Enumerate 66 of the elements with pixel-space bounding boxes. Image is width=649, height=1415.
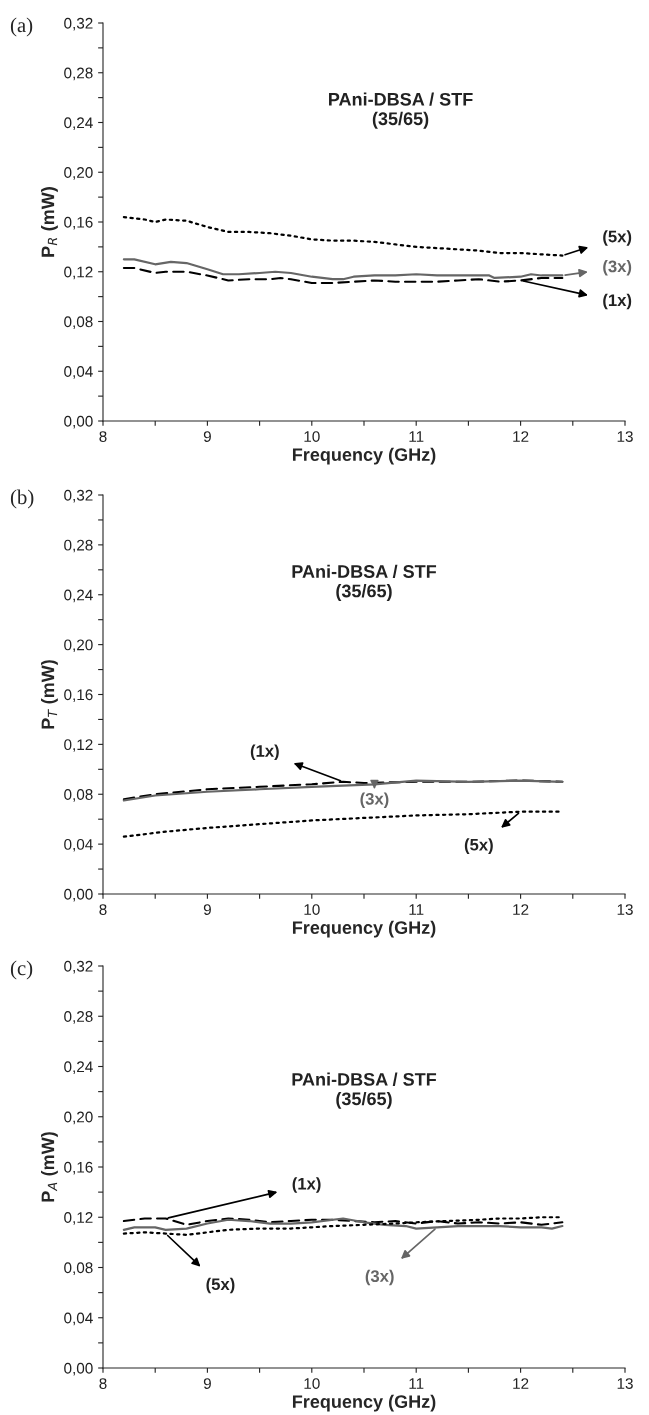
- y-tick-label: 0,12: [64, 1212, 93, 1225]
- y-axis-title: P$_{R}$ (mW): [41, 187, 58, 257]
- x-axis-title: Frequency (GHz): [292, 1394, 436, 1412]
- x-tick-label: 8: [99, 904, 107, 915]
- y-tick-label: 0,00: [64, 888, 93, 902]
- y-tick-label: 0,16: [64, 1161, 93, 1175]
- legend-label: (3x): [603, 260, 632, 276]
- y-tick-label: 0,12: [64, 739, 93, 752]
- x-tick-label: 10: [304, 431, 320, 442]
- x-tick-label: 9: [203, 1378, 211, 1389]
- x-tick-label: 9: [203, 431, 211, 442]
- y-tick-label: 0,12: [64, 266, 93, 280]
- x-tick-label: 10: [304, 904, 320, 915]
- y-tick-label: 0,08: [64, 316, 93, 329]
- legend-label: (5x): [206, 1277, 235, 1294]
- x-tick-label: 13: [617, 1378, 633, 1389]
- text: (c): [10, 960, 33, 980]
- y-tick-label: 0,32: [64, 489, 93, 503]
- x-tick-label: 11: [409, 904, 424, 915]
- y-tick-label: 0,16: [64, 216, 93, 230]
- y-tick-label: 0,20: [64, 639, 93, 653]
- text: PAni-DBSA / STF (35/65): [329, 92, 473, 129]
- y-tick-label: 0,00: [64, 415, 93, 429]
- x-tick-label: 10: [304, 1378, 320, 1389]
- x-tick-label: 11: [409, 1378, 424, 1389]
- y-tick-label: 0,28: [64, 1011, 93, 1024]
- y-tick-label: 0,20: [64, 167, 93, 180]
- y-tick-label: 0,32: [64, 960, 93, 974]
- y-tick-label: 0,24: [64, 117, 93, 130]
- text: (b): [10, 489, 34, 509]
- legend-label: (1x): [603, 293, 632, 310]
- text: (5x): [603, 230, 632, 246]
- x-tick-label: 13: [617, 904, 633, 915]
- x-tick-label: 13: [617, 431, 633, 442]
- y-tick-label: 0,04: [64, 1312, 93, 1326]
- x-axis-title: Frequency (GHz): [292, 447, 436, 465]
- y-tick-label: 0,28: [64, 539, 93, 553]
- x-tick-label: 8: [99, 431, 107, 442]
- y-axis-title: P$_{T}$ (mW): [41, 660, 58, 729]
- y-tick-label: 0,00: [64, 1362, 93, 1376]
- text: PAni-DBSA / STF (35/65): [292, 1072, 437, 1109]
- y-tick-label: 0,20: [64, 1111, 93, 1125]
- y-tick-label: 0,24: [64, 589, 93, 603]
- y-tick-label: 0,32: [64, 17, 93, 31]
- series-label: (1x): [250, 744, 279, 761]
- y-tick-label: 0,08: [64, 789, 93, 802]
- legend-label: (3x): [365, 1269, 394, 1286]
- text: PAni-DBSA / STF (35/65): [292, 564, 437, 601]
- y-tick-label: 0,04: [64, 366, 93, 379]
- x-axis-title: Frequency (GHz): [292, 920, 436, 938]
- y-axis-title: P$_{A}$ (mW): [41, 1132, 58, 1202]
- x-tick-label: 9: [203, 904, 211, 915]
- x-tick-label: 8: [99, 1378, 107, 1389]
- y-tick-label: 0,08: [64, 1262, 93, 1275]
- y-tick-label: 0,28: [64, 67, 93, 81]
- y-tick-label: 0,04: [64, 838, 93, 852]
- x-tick-label: 11: [409, 431, 424, 442]
- y-tick-label: 0,16: [64, 689, 93, 702]
- x-tick-label: 12: [513, 431, 529, 442]
- y-tick-label: 0,24: [64, 1061, 93, 1074]
- text: (a): [10, 17, 33, 37]
- legend-label: (3x): [360, 792, 389, 808]
- series-label: (1x): [292, 1177, 321, 1193]
- legend-label: (5x): [464, 838, 493, 854]
- x-tick-label: 12: [513, 904, 529, 915]
- x-tick-label: 12: [513, 1378, 529, 1389]
